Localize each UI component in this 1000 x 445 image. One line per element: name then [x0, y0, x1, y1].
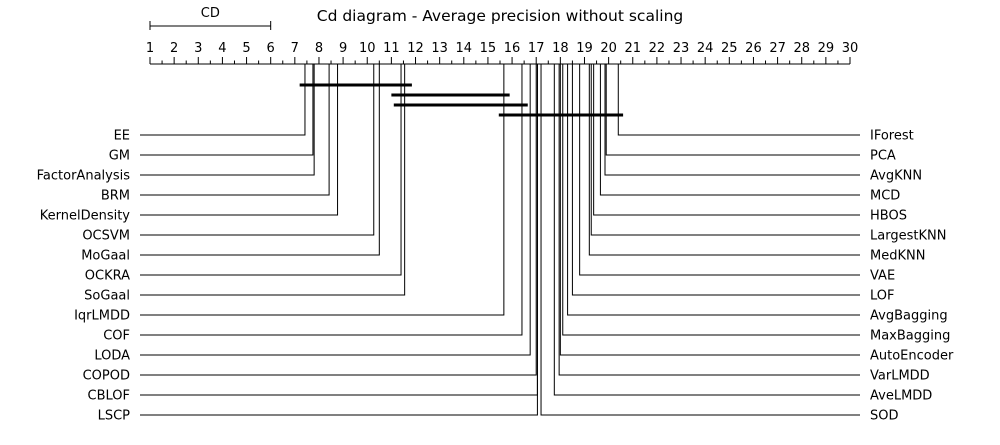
method-label: AutoEncoder — [870, 349, 954, 364]
axis-tick-label: 10 — [359, 41, 376, 56]
method-label: BRM — [101, 189, 130, 204]
method-label: FactorAnalysis — [37, 169, 131, 184]
method-label: VarLMDD — [870, 369, 930, 384]
axis-tick-label: 20 — [600, 41, 617, 56]
method-label: IqrLMDD — [74, 309, 130, 324]
axis-tick-label: 24 — [697, 41, 714, 56]
axis-tick-label: 4 — [218, 41, 226, 56]
axis-tick-label: 30 — [842, 41, 859, 56]
method-connector — [140, 64, 380, 256]
axis-tick-label: 14 — [456, 41, 473, 56]
method-label: EE — [114, 129, 130, 144]
method-connector — [617, 64, 860, 136]
method-label: LSCP — [98, 409, 131, 424]
method-connector — [140, 64, 306, 136]
method-connector — [553, 64, 860, 396]
axis-tick-label: 22 — [649, 41, 666, 56]
method-connector — [140, 64, 505, 316]
axis-tick-label: 8 — [315, 41, 323, 56]
axis-tick-label: 23 — [673, 41, 690, 56]
chart-title: Cd diagram - Average precision without s… — [317, 7, 683, 25]
method-label: COF — [103, 329, 130, 344]
method-connector — [579, 64, 860, 276]
method-connector — [604, 64, 860, 176]
method-label: AvgKNN — [870, 169, 922, 184]
method-connector — [562, 64, 860, 336]
method-connector — [140, 64, 339, 216]
axis-tick-label: 28 — [793, 41, 810, 56]
method-label: SOD — [870, 409, 899, 424]
method-connector — [558, 64, 860, 376]
method-connector — [588, 64, 860, 256]
method-label: CBLOF — [88, 389, 131, 404]
method-connector — [593, 64, 860, 216]
axis-tick-label: 2 — [170, 41, 178, 56]
method-connector — [140, 64, 406, 296]
method-label: LargestKNN — [870, 229, 946, 244]
axis-tick-label: 12 — [407, 41, 424, 56]
method-label: PCA — [870, 149, 896, 164]
clique-bars — [299, 83, 624, 117]
axis-tick-label: 13 — [431, 41, 448, 56]
method-connector — [571, 64, 860, 296]
axis-tick-label: 25 — [721, 41, 738, 56]
method-label: MoGaal — [81, 249, 130, 264]
method-label: KernelDensity — [40, 209, 131, 224]
method-connector — [140, 64, 330, 196]
method-label: LODA — [94, 349, 130, 364]
axis-tick-label: 29 — [818, 41, 835, 56]
method-label: LOF — [870, 289, 895, 304]
method-connector — [599, 64, 860, 196]
axis-tick-label: 7 — [291, 41, 299, 56]
axis-tick-label: 26 — [745, 41, 762, 56]
axis-tick-label: 19 — [576, 41, 593, 56]
rank-axis: 1 2 3 4 5 6 7 8 9 10 11 12 13 14 15 16 17 18 19 20 21 22 23 24 2… — [146, 41, 859, 65]
method-label: MCD — [870, 189, 900, 204]
method-connector — [567, 64, 860, 316]
axis-tick-label: 11 — [383, 41, 400, 56]
method-connector — [140, 64, 538, 396]
method-connector — [140, 64, 523, 336]
axis-tick-label: 15 — [480, 41, 497, 56]
method-label: VAE — [870, 269, 895, 284]
method-label: AveLMDD — [870, 389, 932, 404]
method-label: OCSVM — [82, 229, 130, 244]
method-connector — [540, 64, 860, 416]
axis-tick-label: 21 — [624, 41, 641, 56]
method-label: HBOS — [870, 209, 907, 224]
method-connector — [140, 64, 537, 376]
method-label: AvgBagging — [870, 309, 948, 324]
method-label: IForest — [870, 129, 914, 144]
axis-tick-label: 17 — [528, 41, 545, 56]
axis-tick-label: 6 — [267, 41, 275, 56]
method-connector — [140, 64, 315, 176]
method-label: OCKRA — [85, 269, 130, 284]
axis-tick-label: 18 — [552, 41, 569, 56]
method-label: MedKNN — [870, 249, 925, 264]
axis-tick-label: 1 — [146, 41, 154, 56]
axis-tick-label: 9 — [339, 41, 347, 56]
cd-scale: CD — [149, 6, 272, 30]
method-connector — [140, 64, 375, 236]
method-label: GM — [109, 149, 130, 164]
axis-tick-label: 16 — [504, 41, 521, 56]
method-connector — [140, 64, 531, 356]
cd-label: CD — [201, 6, 220, 21]
method-connector — [140, 64, 402, 276]
axis-tick-label: 5 — [242, 41, 250, 56]
method-connector — [590, 64, 860, 236]
method-connector — [605, 64, 860, 156]
method-label: MaxBagging — [870, 329, 950, 344]
method-label: SoGaal — [84, 289, 130, 304]
method-connector — [140, 64, 538, 416]
method-connector — [559, 64, 860, 356]
method-lines: EE GM FactorAnalysis BRM KernelDensity OCSVM M… — [37, 64, 954, 424]
method-connector — [140, 64, 314, 156]
axis-tick-label: 3 — [194, 41, 202, 56]
axis-tick-label: 27 — [769, 41, 786, 56]
method-label: COPOD — [83, 369, 130, 384]
